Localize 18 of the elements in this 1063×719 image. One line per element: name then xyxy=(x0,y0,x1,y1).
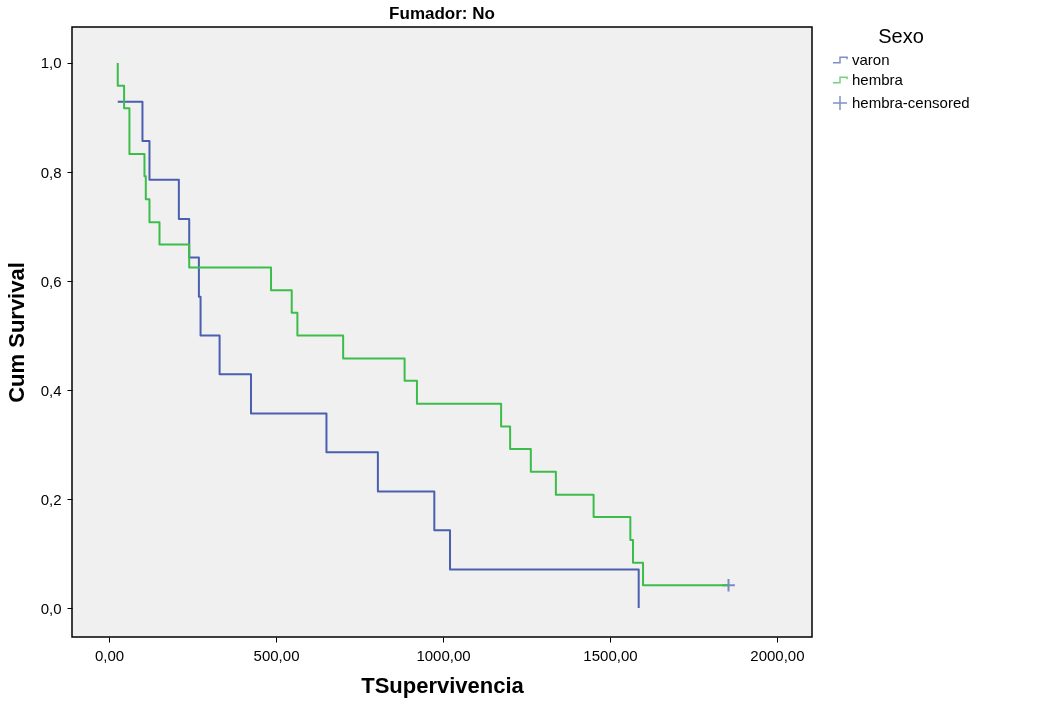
y-tick-label: 0,8 xyxy=(40,163,62,181)
y-tick-label: 1,0 xyxy=(40,54,62,72)
y-tick-label: 0,2 xyxy=(40,490,62,508)
y-tick-label: 0,4 xyxy=(40,381,62,399)
y-tick-label: 0,0 xyxy=(40,599,62,617)
x-axis-title: TSupervivencia xyxy=(361,672,525,698)
legend-label: varon xyxy=(852,51,890,68)
legend-label: hembra-censored xyxy=(852,94,970,111)
legend-label: hembra xyxy=(852,71,904,88)
y-tick-label: 0,6 xyxy=(40,272,62,290)
x-tick-label: 0,00 xyxy=(94,646,125,664)
x-tick-label: 500,00 xyxy=(253,646,300,664)
chart-title: Fumador: No xyxy=(389,4,495,23)
x-tick-label: 1000,00 xyxy=(416,646,471,664)
legend-title: Sexo xyxy=(878,25,924,47)
x-tick-label: 1500,00 xyxy=(583,646,638,664)
x-tick-label: 2000,00 xyxy=(750,646,805,664)
y-axis-title: Cum Survival xyxy=(3,262,29,403)
